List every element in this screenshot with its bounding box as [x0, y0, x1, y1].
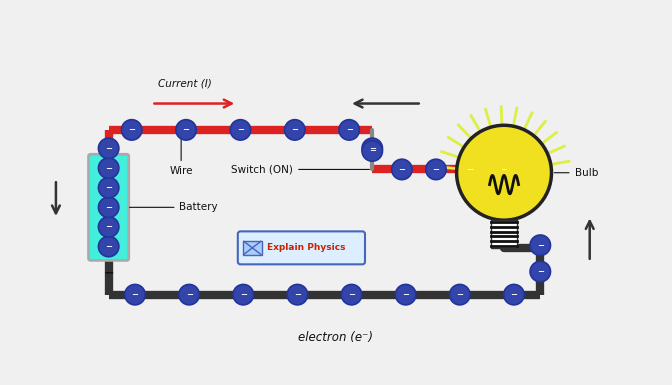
Text: −: − — [348, 290, 355, 299]
Text: −: − — [128, 126, 135, 134]
Text: −: − — [292, 126, 298, 134]
Text: −: − — [103, 266, 114, 279]
Text: −: − — [456, 290, 463, 299]
Bar — [491, 220, 517, 248]
Text: −: − — [369, 146, 376, 156]
Text: −: − — [237, 126, 244, 134]
Circle shape — [98, 236, 119, 257]
Circle shape — [285, 120, 305, 140]
Text: −: − — [398, 165, 405, 174]
Text: −: − — [105, 223, 112, 231]
Circle shape — [339, 120, 360, 140]
Text: Battery: Battery — [130, 203, 218, 213]
Text: Bulb: Bulb — [554, 168, 598, 178]
Text: −: − — [105, 164, 112, 172]
Text: Wire: Wire — [169, 133, 193, 176]
Circle shape — [287, 285, 308, 305]
Circle shape — [98, 138, 119, 159]
Text: −: − — [402, 290, 409, 299]
Text: −: − — [294, 290, 301, 299]
Circle shape — [530, 261, 550, 282]
Text: −: − — [105, 242, 112, 251]
Circle shape — [362, 141, 382, 161]
Circle shape — [362, 138, 382, 159]
Circle shape — [122, 120, 142, 140]
Circle shape — [98, 197, 119, 218]
Circle shape — [460, 159, 480, 180]
Text: −: − — [433, 165, 439, 174]
Text: Explain Physics: Explain Physics — [267, 243, 345, 252]
Text: −: − — [369, 144, 376, 153]
Text: −: − — [105, 144, 112, 153]
Text: −: − — [466, 165, 474, 174]
FancyBboxPatch shape — [89, 154, 129, 260]
Text: −: − — [105, 203, 112, 212]
Text: −: − — [185, 290, 193, 299]
Circle shape — [341, 285, 362, 305]
Text: −: − — [501, 165, 507, 174]
Text: Current (I): Current (I) — [157, 79, 211, 89]
Circle shape — [426, 159, 446, 180]
Text: electron (e⁻): electron (e⁻) — [298, 331, 374, 344]
Circle shape — [504, 285, 524, 305]
Circle shape — [530, 235, 550, 255]
Circle shape — [98, 158, 119, 178]
Text: Switch (ON): Switch (ON) — [231, 164, 370, 174]
Text: −: − — [345, 126, 353, 134]
Text: −: − — [240, 290, 247, 299]
Circle shape — [230, 120, 251, 140]
Circle shape — [456, 125, 552, 220]
Circle shape — [450, 285, 470, 305]
Text: −: − — [132, 290, 138, 299]
Text: −: − — [537, 241, 544, 250]
Circle shape — [179, 285, 200, 305]
Circle shape — [98, 177, 119, 198]
Text: −: − — [511, 290, 517, 299]
Circle shape — [395, 285, 416, 305]
FancyBboxPatch shape — [238, 231, 365, 264]
Circle shape — [392, 159, 412, 180]
Text: −: − — [183, 126, 190, 134]
Circle shape — [176, 120, 196, 140]
FancyBboxPatch shape — [243, 241, 261, 255]
Circle shape — [494, 159, 514, 180]
Text: −: − — [105, 183, 112, 192]
Text: −: − — [537, 267, 544, 276]
Circle shape — [98, 217, 119, 237]
Circle shape — [125, 285, 145, 305]
Circle shape — [233, 285, 253, 305]
